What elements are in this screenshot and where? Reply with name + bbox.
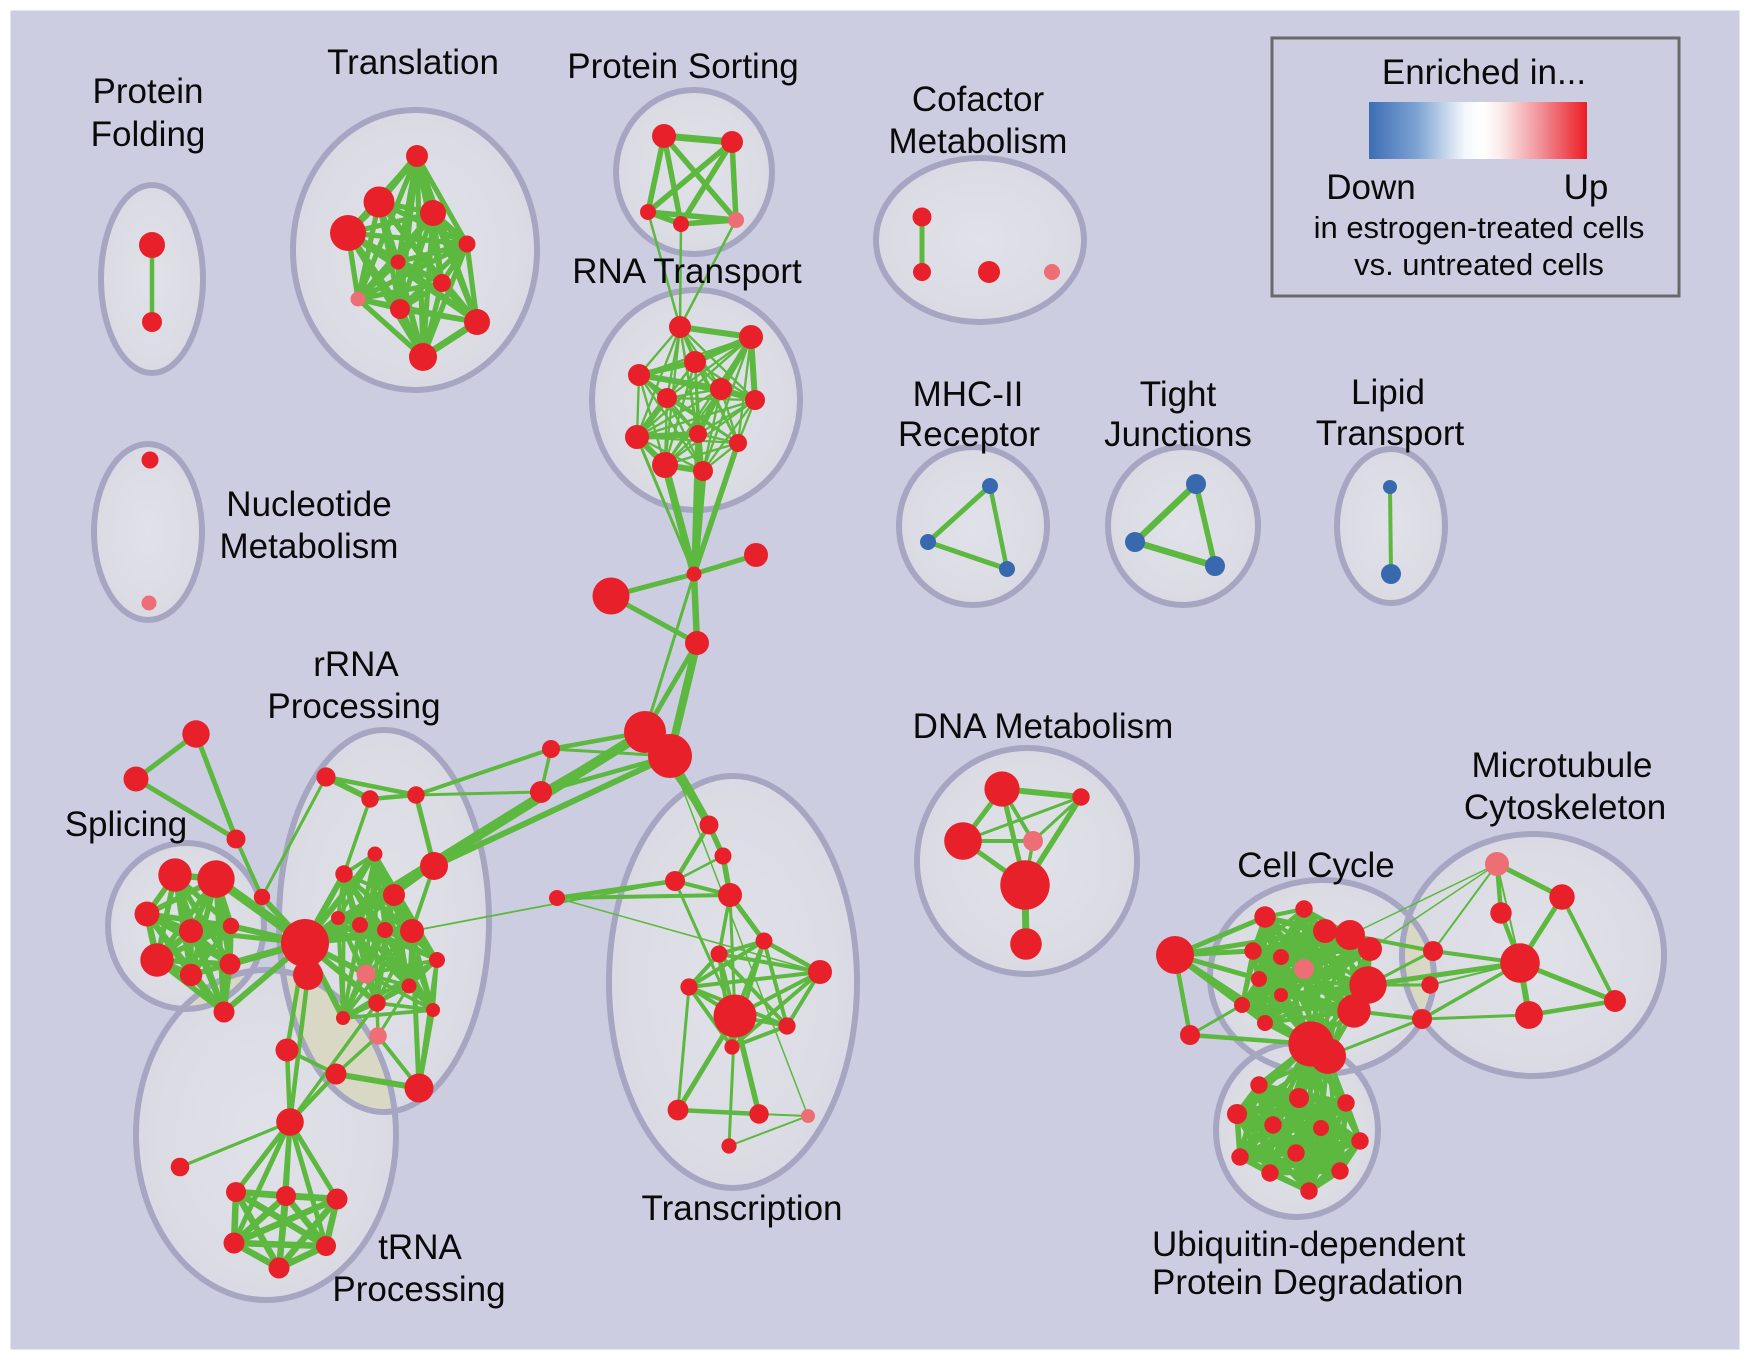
- svg-text:Transcription: Transcription: [642, 1189, 843, 1228]
- svg-text:tRNA: tRNA: [378, 1228, 462, 1267]
- svg-text:in estrogen-treated cells: in estrogen-treated cells: [1314, 210, 1645, 245]
- svg-text:Cofactor: Cofactor: [912, 80, 1045, 119]
- svg-text:vs. untreated cells: vs. untreated cells: [1354, 247, 1604, 282]
- svg-text:Lipid: Lipid: [1351, 373, 1425, 412]
- svg-text:Metabolism: Metabolism: [220, 527, 399, 566]
- svg-text:Translation: Translation: [327, 43, 499, 82]
- svg-text:Microtubule: Microtubule: [1472, 746, 1653, 785]
- svg-text:Splicing: Splicing: [65, 805, 188, 844]
- svg-text:MHC-II: MHC-II: [913, 375, 1024, 414]
- svg-text:Metabolism: Metabolism: [889, 122, 1068, 161]
- svg-text:DNA Metabolism: DNA Metabolism: [913, 707, 1174, 746]
- svg-text:rRNA: rRNA: [313, 645, 399, 684]
- svg-text:Cytoskeleton: Cytoskeleton: [1464, 788, 1666, 827]
- svg-text:Down: Down: [1326, 168, 1415, 207]
- svg-text:Transport: Transport: [1316, 414, 1465, 453]
- svg-text:Processing: Processing: [267, 687, 440, 726]
- svg-text:RNA Transport: RNA Transport: [572, 252, 802, 291]
- svg-text:Up: Up: [1564, 168, 1609, 207]
- svg-text:Enriched in...: Enriched in...: [1382, 53, 1586, 92]
- svg-text:Processing: Processing: [332, 1270, 505, 1309]
- svg-text:Tight: Tight: [1140, 375, 1217, 414]
- svg-text:Receptor: Receptor: [898, 415, 1040, 454]
- svg-text:Cell Cycle: Cell Cycle: [1237, 846, 1395, 885]
- svg-text:Protein: Protein: [93, 72, 204, 111]
- svg-text:Junctions: Junctions: [1104, 415, 1252, 454]
- svg-text:Protein Sorting: Protein Sorting: [567, 47, 799, 86]
- svg-text:Nucleotide: Nucleotide: [226, 485, 391, 524]
- svg-text:Ubiquitin-dependent: Ubiquitin-dependent: [1152, 1225, 1466, 1264]
- svg-text:Folding: Folding: [91, 115, 206, 154]
- svg-text:Protein Degradation: Protein Degradation: [1152, 1263, 1463, 1302]
